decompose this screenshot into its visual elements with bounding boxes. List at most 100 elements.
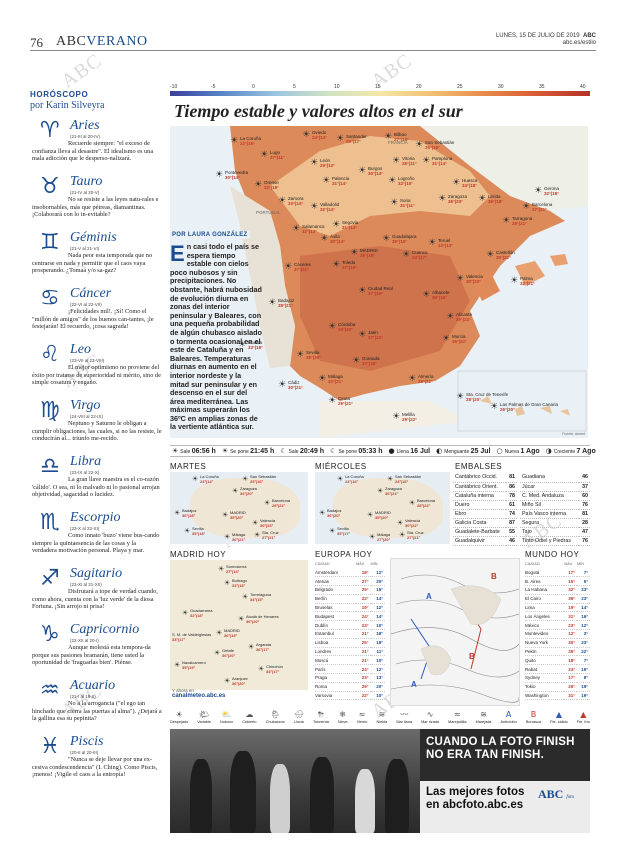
sign-text: "Nunca se deje llevar por una ex-cesiva … (32, 756, 158, 779)
city-forecast: La Coruña 24°|16° (345, 474, 364, 484)
city-name: Zaragoza (240, 486, 257, 491)
max-temp: 32° (564, 585, 578, 595)
city-name: Bogotá (525, 568, 565, 578)
horoscope-sign: ♎ Libra (23-IX al 22-X) La gran llave maest… (30, 454, 162, 510)
city-temp: 31°|14° (332, 181, 347, 186)
city-name: MADRID (224, 628, 240, 633)
city-temp: 33°|13° (438, 243, 453, 248)
sign-text: No se resiste a las leyes natu-rales e i… (32, 196, 159, 219)
legend-label: Despejado (170, 720, 189, 724)
sun-icon: ☀ (369, 533, 376, 541)
city-name: Sta. Cruz (262, 530, 279, 535)
city-row: Belgrado 25° 15° (315, 585, 385, 595)
city-row: Bogotá 17° 7° (525, 568, 590, 578)
city-name: Alcalá de Henares (246, 614, 279, 619)
min-temp: 19° (577, 682, 590, 692)
city-name: Arganda (256, 642, 272, 647)
sun-icon: ☀ (215, 170, 224, 180)
overcast-icon: ☁ (245, 710, 254, 719)
legend-label: Chubascos (265, 720, 285, 724)
reservoir-row: Guadalquivir 46 (453, 536, 517, 547)
sun-icon: ☀ (242, 593, 249, 601)
city-row: Berlín 22° 14° (315, 594, 385, 604)
sun-icon: ☀ (328, 396, 337, 406)
city-name: Chinchón (266, 664, 283, 669)
city-temp: 37°|18° (362, 361, 377, 366)
sun-icon: ☀ (478, 194, 487, 204)
city-temp: 29°|22° (456, 317, 471, 322)
city-name: Zaragoza (448, 194, 468, 199)
max-temp: 24° (356, 611, 371, 622)
sun-icon: ☀ (329, 527, 336, 535)
city-name: MADRID (230, 510, 246, 515)
city-temp: 37°|19° (368, 291, 383, 296)
rain-icon: 🌧 (293, 710, 304, 719)
city-name: Badajoz (278, 298, 295, 303)
showers-icon: 🌦 (270, 710, 281, 719)
max-temp: 30° (564, 638, 578, 648)
city-forecast: Ceuta 29°|21° (338, 396, 353, 406)
legend-item: A Anticiclón (501, 710, 517, 730)
moonset-icon: ☾ (330, 447, 337, 455)
legend-item: B Borrasca (526, 710, 541, 730)
canalmeteo-link[interactable]: canalmeteo.abc.es (172, 693, 226, 699)
city-name: Lima (525, 603, 565, 613)
city-name: Pamplona (432, 156, 453, 161)
zodiac-leo-icon: ♌ (40, 342, 60, 367)
reservoir-name: Miño Sil (520, 500, 579, 510)
city-forecast: Cádiz 30°|21° (288, 380, 303, 390)
reservoir-value: 76 (578, 536, 590, 547)
sun-moon-item: ☀ Sale 06:56 h (172, 447, 216, 455)
city-forecast: Toledo 37°|19° (342, 260, 357, 270)
city-forecast: Santander 25°|17° (346, 134, 367, 144)
sign-dates: (23-XI al 21-XII) (70, 582, 102, 587)
city-temp: 23°|14° (200, 479, 214, 484)
city-temp: 32°|18° (544, 191, 559, 196)
legend-label: Nuboso (220, 720, 234, 724)
city-name: Castellón (496, 250, 515, 255)
city-temp: 31°|11° (400, 203, 415, 208)
city-forecast: Barcelona 28°|22° (417, 498, 435, 508)
city-name: MADRID (375, 510, 391, 515)
city-name: Barcelona (532, 202, 553, 207)
max-temp: 21° (356, 629, 371, 639)
site-url[interactable]: abc.es/estilo (562, 40, 596, 46)
sun-icon: ☀ (230, 136, 239, 146)
min-temp: 10° (370, 691, 385, 701)
city-row: B. Aires 15° 5° (525, 576, 590, 587)
reservoir-value: 46 (578, 473, 590, 483)
legend-item: ⛈ Tormenta (313, 710, 329, 730)
reservoir-value: 60 (578, 491, 590, 501)
city-forecast: Oviedo 24°|14° (312, 130, 327, 140)
city-temp: 27°|16° (394, 137, 409, 142)
city-temp: 34°|15° (250, 597, 264, 602)
city-forecast: Logroño 32°|15° (398, 176, 415, 186)
scale-label: 0 (252, 84, 255, 90)
city-forecast: Las Palmas de Gran Canaria 26°|20° (500, 402, 558, 412)
legend-item: ☀ Despejado (170, 710, 188, 730)
city-name: Lugo (270, 150, 281, 155)
city-temp: 36°|20° (232, 681, 246, 686)
sign-name: Capricornio (70, 622, 140, 637)
embalses-table-right: Guadiana 46 Júcar 37 C. Med. Andaluza 60 Miño … (520, 473, 590, 547)
city-temp: 28°|22° (417, 503, 431, 508)
city-temp: 33°|14° (288, 201, 303, 206)
embalses-table-left: Cantábrico Occid. 81 Cantábrico Orient. 86 C… (453, 473, 517, 547)
city-forecast: MADRID 36°|19° (224, 628, 240, 638)
sun-icon: ☀ (534, 186, 543, 196)
min-temp: 3° (577, 629, 590, 639)
city-forecast: Sevilla 35°|17° (337, 526, 350, 536)
abcfoto-advertisement[interactable]: CUANDO LA FOTO FINISH NO ERA TAN FINISH.… (170, 729, 590, 833)
city-forecast: Zaragoza 34°|20° (240, 486, 257, 496)
city-forecast: Málaga 33°|21° (328, 374, 343, 384)
city-row: Lima 19° 14° (525, 603, 590, 613)
ad-light-panel (420, 781, 590, 833)
city-name: Huelva (248, 340, 263, 345)
city-row: Pekín 35° 22° (525, 647, 590, 657)
madrid-map: ☀ Somosierra 27°|14° ☀ Buitrago 33°|15° ☀ Torre… (170, 560, 308, 690)
city-row: Quito 18° 7° (525, 655, 590, 666)
city-temp: 36°|19° (224, 633, 238, 638)
sun-icon: ☀ (254, 180, 263, 190)
city-temp: 29°|12° (320, 163, 335, 168)
watermark: ABC (57, 49, 107, 93)
